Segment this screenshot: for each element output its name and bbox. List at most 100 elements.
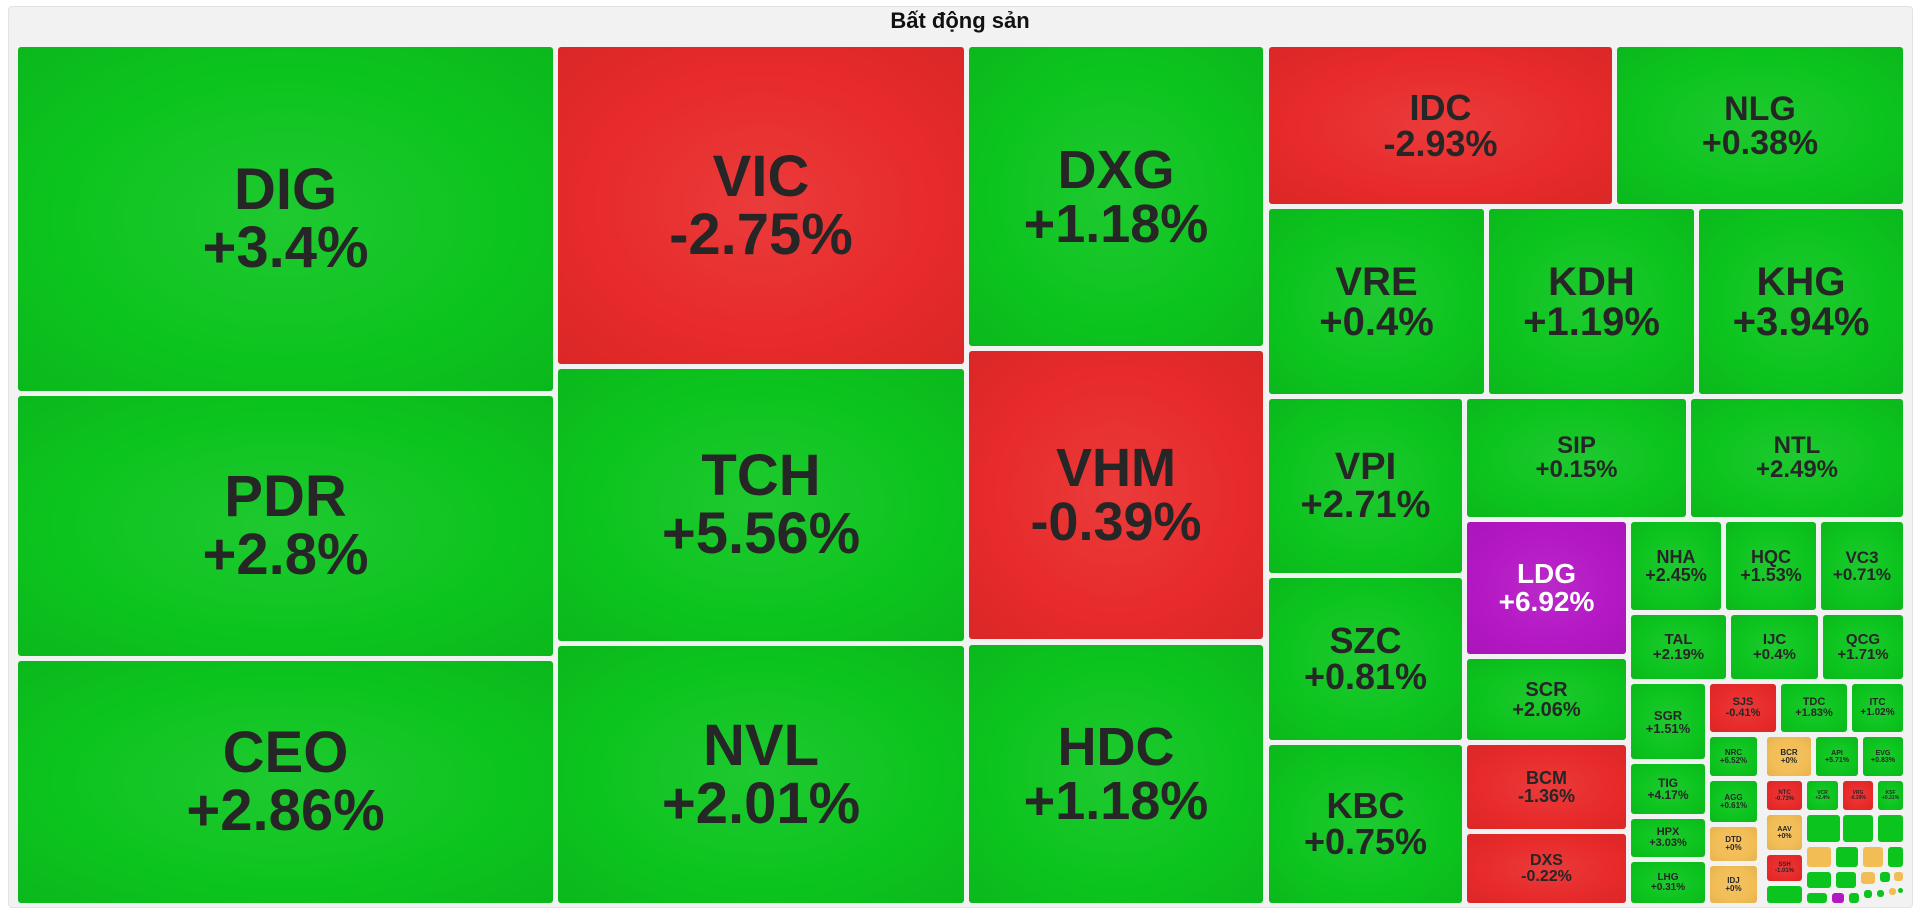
- tile-change: +0.4%: [1753, 646, 1796, 663]
- tile-symbol: VRG: [1852, 789, 1864, 796]
- treemap-tile-small-10[interactable]: [1836, 872, 1856, 888]
- treemap-tile-small-2[interactable]: [1843, 815, 1873, 842]
- treemap-tile-ssh[interactable]: SSH -1.01%: [1767, 855, 1802, 881]
- treemap-tile-ntc[interactable]: NTC -0.73%: [1767, 781, 1802, 810]
- treemap-tile-vc3[interactable]: VC3 +0.71%: [1821, 522, 1903, 610]
- treemap-tile-tig[interactable]: TIG +4.17%: [1631, 764, 1705, 814]
- treemap-tile-tdc[interactable]: TDC +1.83%: [1781, 684, 1847, 732]
- tile-symbol: DXG: [1057, 139, 1175, 200]
- tile-change: +2.71%: [1300, 484, 1431, 526]
- treemap-tile-khg[interactable]: KHG +3.94%: [1699, 209, 1903, 394]
- treemap-tile-vpi[interactable]: VPI +2.71%: [1269, 399, 1462, 573]
- tile-symbol: VC3: [1845, 548, 1879, 567]
- tile-symbol: BCM: [1526, 768, 1567, 788]
- treemap-tile-small-1[interactable]: [1807, 815, 1840, 842]
- treemap-tile-vcr[interactable]: VCR +2.4%: [1807, 781, 1838, 810]
- treemap-tile-lhg[interactable]: LHG +0.31%: [1631, 862, 1705, 903]
- treemap-tile-small-20[interactable]: [1898, 888, 1903, 893]
- treemap-tile-ijc[interactable]: IJC +0.4%: [1731, 615, 1818, 679]
- treemap-tile-small-18[interactable]: [1877, 890, 1884, 897]
- tile-change: +0.83%: [1871, 756, 1895, 764]
- tile-change: +2.4%: [1815, 794, 1830, 801]
- treemap-tile-nha[interactable]: NHA +2.45%: [1631, 522, 1721, 610]
- tile-change: +4.17%: [1647, 788, 1689, 802]
- treemap-tile-itc[interactable]: ITC +1.02%: [1852, 684, 1903, 732]
- treemap-tile-small-4[interactable]: [1807, 847, 1831, 867]
- treemap-tile-vhm[interactable]: VHM -0.39%: [969, 351, 1263, 639]
- treemap-tile-vre[interactable]: VRE +0.4%: [1269, 209, 1484, 394]
- tile-symbol: VRE: [1335, 259, 1418, 304]
- treemap-tile-small-8[interactable]: [1767, 886, 1802, 903]
- treemap-tile-sip[interactable]: SIP +0.15%: [1467, 399, 1686, 517]
- treemap-tile-dxs[interactable]: DXS -0.22%: [1467, 834, 1626, 903]
- treemap-tile-small-14[interactable]: [1807, 893, 1827, 903]
- treemap-tile-small-7[interactable]: [1888, 847, 1903, 867]
- tile-symbol: HQC: [1751, 547, 1791, 567]
- treemap-tile-bcm[interactable]: BCM -1.36%: [1467, 745, 1626, 829]
- treemap-tile-small-17[interactable]: [1864, 890, 1872, 898]
- treemap-tile-nvl[interactable]: NVL +2.01%: [558, 646, 964, 903]
- treemap-tile-small-16[interactable]: [1849, 893, 1859, 903]
- treemap-tile-sjs[interactable]: SJS -0.41%: [1710, 684, 1776, 732]
- tile-symbol: SJS: [1732, 696, 1754, 708]
- treemap-tile-ldg[interactable]: LDG +6.92%: [1467, 522, 1626, 654]
- tile-symbol: DXS: [1530, 851, 1563, 869]
- tile-change: +0.75%: [1303, 821, 1428, 862]
- treemap-tile-hqc[interactable]: HQC +1.53%: [1726, 522, 1816, 610]
- treemap-tile-small-6[interactable]: [1863, 847, 1883, 867]
- treemap-tile-small-3[interactable]: [1878, 815, 1903, 842]
- treemap-tile-nlg[interactable]: NLG +0.38%: [1617, 47, 1903, 204]
- treemap-tile-vrg[interactable]: VRG -0.39%: [1843, 781, 1873, 810]
- treemap-tile-agg[interactable]: AGG +0.61%: [1710, 781, 1757, 822]
- treemap-tile-ceo[interactable]: CEO +2.86%: [18, 661, 553, 903]
- treemap-tile-pdr[interactable]: PDR +2.8%: [18, 396, 553, 656]
- treemap-tile-dxg[interactable]: DXG +1.18%: [969, 47, 1263, 346]
- treemap-tile-qcg[interactable]: QCG +1.71%: [1823, 615, 1903, 679]
- treemap-tile-kdh[interactable]: KDH +1.19%: [1489, 209, 1694, 394]
- tile-change: +3.4%: [202, 215, 369, 280]
- treemap-tile-idc[interactable]: IDC -2.93%: [1269, 47, 1612, 204]
- treemap-tile-tch[interactable]: TCH +5.56%: [558, 369, 964, 641]
- tile-change: +2.19%: [1652, 646, 1705, 663]
- treemap-tile-small-12[interactable]: [1880, 872, 1890, 882]
- tile-change: +1.18%: [1023, 193, 1209, 254]
- treemap-tile-vic[interactable]: VIC -2.75%: [558, 47, 964, 364]
- tile-symbol: KSF: [1885, 789, 1896, 796]
- treemap-tile-dig[interactable]: DIG +3.4%: [18, 47, 553, 391]
- tile-symbol: PDR: [224, 464, 347, 529]
- treemap-tile-hpx[interactable]: HPX +3.03%: [1631, 819, 1705, 857]
- treemap-tile-nrc[interactable]: NRC +6.52%: [1710, 737, 1757, 776]
- treemap-tile-tal[interactable]: TAL +2.19%: [1631, 615, 1726, 679]
- treemap-tile-dtd[interactable]: DTD +0%: [1710, 827, 1757, 861]
- treemap-tile-api[interactable]: API +5.71%: [1816, 737, 1858, 776]
- tile-change: +0.15%: [1535, 456, 1618, 483]
- tile-symbol: KDH: [1548, 259, 1635, 304]
- treemap-tile-sgr[interactable]: SGR +1.51%: [1631, 684, 1705, 759]
- treemap-tile-small-9[interactable]: [1807, 872, 1831, 888]
- treemap-tile-small-5[interactable]: [1836, 847, 1858, 867]
- tile-change: +0.81%: [1303, 656, 1428, 697]
- treemap-tile-evg[interactable]: EVG +0.83%: [1863, 737, 1903, 776]
- treemap-tile-small-15[interactable]: [1832, 893, 1844, 903]
- treemap-tile-idj[interactable]: IDJ +0%: [1710, 866, 1757, 903]
- treemap-tile-aav[interactable]: AAV +0%: [1767, 815, 1802, 850]
- treemap-tile-small-19[interactable]: [1889, 888, 1896, 895]
- treemap-tile-scr[interactable]: SCR +2.06%: [1467, 659, 1626, 740]
- tile-symbol: IDJ: [1727, 875, 1740, 885]
- tile-change: +2.01%: [661, 770, 861, 836]
- treemap-tile-bcr[interactable]: BCR +0%: [1767, 737, 1811, 776]
- tile-symbol: NTC: [1778, 789, 1791, 796]
- tile-symbol: TCH: [701, 443, 821, 508]
- tile-change: +5.56%: [661, 501, 861, 566]
- tile-symbol: NVL: [703, 712, 819, 778]
- treemap-tile-ntl[interactable]: NTL +2.49%: [1691, 399, 1903, 517]
- tile-change: -2.93%: [1383, 122, 1498, 164]
- treemap-tile-kbc[interactable]: KBC +0.75%: [1269, 745, 1462, 903]
- treemap-tile-ksf[interactable]: KSF +0.31%: [1878, 781, 1903, 810]
- tile-symbol: SGR: [1653, 707, 1683, 723]
- treemap-tile-szc[interactable]: SZC +0.81%: [1269, 578, 1462, 740]
- treemap-tile-small-13[interactable]: [1894, 872, 1903, 881]
- tile-symbol: LHG: [1657, 871, 1679, 883]
- treemap-tile-small-11[interactable]: [1861, 872, 1875, 884]
- treemap-tile-hdc[interactable]: HDC +1.18%: [969, 645, 1263, 903]
